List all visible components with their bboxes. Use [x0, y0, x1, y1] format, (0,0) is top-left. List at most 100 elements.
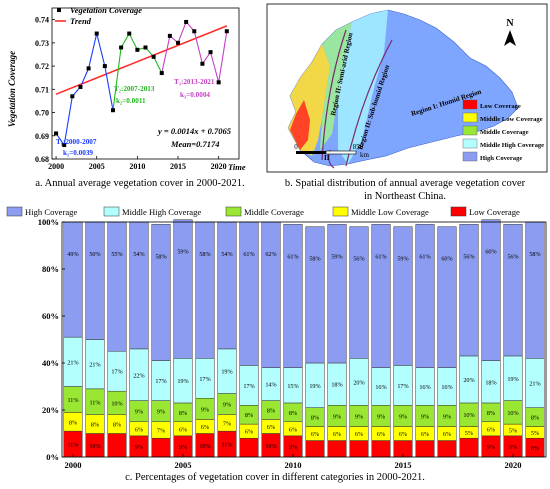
- bar-segment: [393, 226, 413, 366]
- data-point: [200, 61, 205, 66]
- bar-segment: [459, 437, 479, 458]
- bar-segment: [437, 440, 457, 458]
- legend-c-label: High Coverage: [25, 207, 77, 217]
- bar-value-label: 16%: [419, 384, 430, 391]
- bar-value-label: 59%: [397, 256, 408, 263]
- bar-value-label: 9%: [443, 413, 451, 420]
- map-legend-swatch: [462, 112, 478, 123]
- legend-points-label: Vegetation Coverage: [70, 5, 142, 15]
- bar-value-label: 5%: [531, 430, 539, 437]
- data-point: [135, 47, 140, 52]
- bar-value-label: 6%: [443, 431, 451, 438]
- t1-label: T₁:2000-2007: [56, 138, 97, 146]
- bar-value-label: 18%: [331, 382, 342, 389]
- bar-segment: [85, 221, 105, 340]
- bar-value-label: 21%: [67, 359, 78, 366]
- scale-bar-white: [325, 150, 357, 155]
- data-point: [94, 31, 99, 36]
- y-tick-label-c: 0%: [46, 452, 59, 462]
- bar-segment: [525, 221, 545, 359]
- bar-segment: [349, 226, 369, 359]
- bar-value-label: 56%: [507, 253, 518, 260]
- data-point: [54, 131, 59, 136]
- bar-value-label: 55%: [111, 251, 122, 258]
- bar-value-label: 9%: [487, 444, 495, 451]
- bar-segment: [327, 440, 347, 458]
- bar-value-label: 6%: [355, 431, 363, 438]
- y-tick-label-c: 60%: [42, 311, 59, 321]
- bar-value-label: 49%: [67, 251, 78, 258]
- legend-c-swatch: [450, 206, 467, 217]
- bar-segment: [371, 224, 391, 368]
- bar-value-label: 59%: [331, 253, 342, 260]
- data-point: [86, 66, 91, 71]
- bar-value-label: 19%: [221, 369, 232, 376]
- bar-segment: [151, 224, 171, 361]
- bar-value-label: 8%: [267, 408, 275, 415]
- legend-c-swatch: [332, 206, 349, 217]
- bar-value-label: 58%: [529, 251, 540, 258]
- plot-a-frame: [51, 7, 240, 160]
- bar-value-label: 61%: [243, 251, 254, 258]
- panel-a-line-chart: 0.68 0.69 0.70 0.71 0.72 0.73 0.74 2000 2005 201…: [7, 5, 246, 172]
- bar-value-label: 11%: [89, 399, 100, 406]
- bar-value-label: 6%: [201, 424, 209, 431]
- bar-value-label: 19%: [507, 376, 518, 383]
- x-tick-label-a: 2015: [170, 162, 186, 171]
- data-points: [54, 19, 229, 148]
- bar-value-label: 8%: [487, 410, 495, 417]
- bar-value-label: 56%: [353, 256, 364, 263]
- t3-label: T₃:2013-2021: [174, 78, 215, 86]
- bar-value-label: 10%: [199, 443, 210, 450]
- bar-value-label: 17%: [199, 376, 210, 383]
- bar-segment: [63, 221, 83, 338]
- bar-segment: [239, 437, 259, 458]
- svg-text:N: N: [506, 18, 514, 29]
- bar-segment: [415, 224, 435, 368]
- bar-value-label: 8%: [531, 415, 539, 422]
- map-middle-high-zone: [338, 10, 388, 164]
- t2-label: T₂:2007-2013: [114, 85, 155, 93]
- bar-value-label: 7%: [157, 427, 165, 434]
- bar-value-label: 6%: [179, 426, 187, 433]
- bar-value-label: 14%: [265, 382, 276, 389]
- y-tick-label-a: 0.68: [35, 155, 49, 164]
- bar-segment: [459, 224, 479, 357]
- y-axis-c: 0% 20% 40% 60% 80% 100%: [38, 217, 65, 462]
- bar-value-label: 9%: [333, 413, 341, 420]
- bar-value-label: 8%: [289, 410, 297, 417]
- x-tick-label-c: 2020: [505, 460, 522, 470]
- scale-850: 850: [353, 143, 364, 151]
- data-point: [184, 19, 189, 24]
- stacked-bars: [63, 219, 545, 458]
- bar-segment: [107, 433, 127, 458]
- bar-value-label: 50%: [89, 251, 100, 258]
- bar-value-label: 56%: [463, 253, 474, 260]
- x-tick-label-c: 2015: [395, 460, 412, 470]
- caption-b-line1: b. Spatial distribution of annual averag…: [285, 178, 526, 189]
- bar-value-label: 58%: [309, 256, 320, 263]
- bar-value-label: 54%: [221, 251, 232, 258]
- bar-value-label: 6%: [333, 431, 341, 438]
- y-axis-label-a: Vegetation Coverage: [7, 51, 17, 127]
- data-point: [216, 80, 221, 85]
- bar-value-label: 8%: [179, 410, 187, 417]
- scale-zero: 0: [294, 143, 298, 151]
- bar-value-label: 15%: [287, 383, 298, 390]
- bar-value-label: 58%: [155, 253, 166, 260]
- bar-segment: [349, 440, 369, 458]
- map-legend-label: Middle Low Coverage: [480, 116, 543, 123]
- bar-segment: [371, 440, 391, 458]
- bar-value-label: 20%: [353, 379, 364, 386]
- legend-c-swatch: [225, 206, 242, 217]
- y-tick-label-a: 0.72: [35, 62, 49, 71]
- north-arrow-icon: N: [504, 18, 516, 46]
- y-tick-label-c: 40%: [42, 358, 59, 368]
- bar-value-label: 6%: [267, 424, 275, 431]
- bar-value-label: 20%: [463, 377, 474, 384]
- bar-value-label: 60%: [485, 249, 496, 256]
- data-point: [167, 33, 172, 38]
- map-legend-label: Middle Coverage: [480, 129, 529, 136]
- bar-value-label: 61%: [375, 253, 386, 260]
- bar-segment: [107, 221, 127, 352]
